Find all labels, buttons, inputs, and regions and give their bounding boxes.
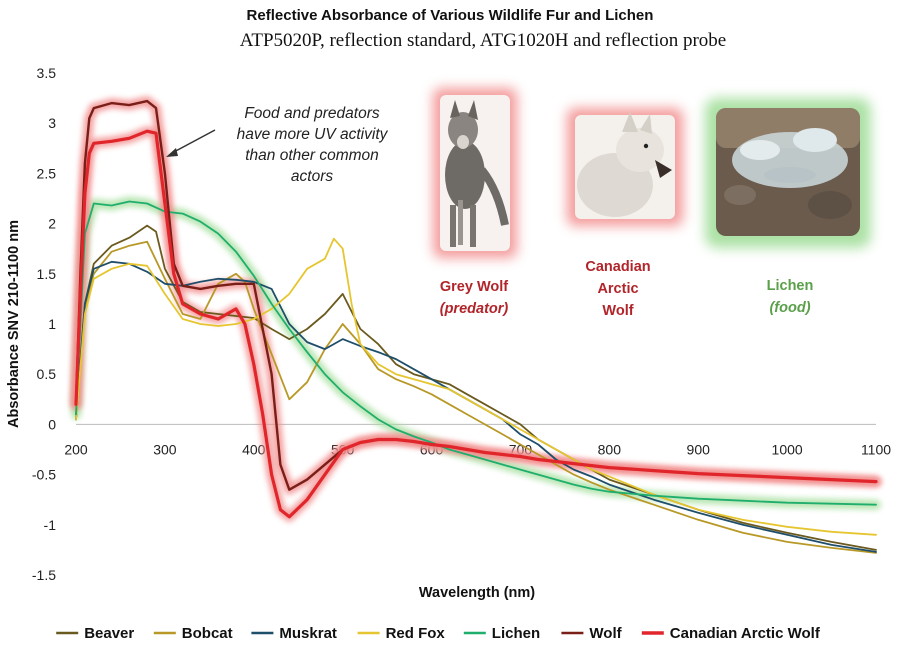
chart-title: Reflective Absorbance of Various Wildlif… — [247, 7, 654, 24]
series-lines — [74, 99, 878, 554]
legend-item-lichen: Lichen — [463, 625, 540, 642]
y-tick-label: -1.5 — [32, 567, 56, 583]
arctic-wolf-panel: Canadian Arctic Wolf — [567, 108, 683, 319]
annotation-line-1: Food and predators — [244, 105, 380, 122]
legend-label: Bobcat — [182, 625, 233, 642]
y-tick-label: 0.5 — [37, 366, 57, 382]
lichen-image — [716, 108, 860, 219]
y-tick-label: 2.5 — [37, 165, 57, 181]
arctic-wolf-label-3: Wolf — [602, 303, 633, 319]
y-tick-label: 1 — [48, 316, 56, 332]
x-tick-label: 1100 — [861, 441, 891, 457]
annotation: Food and predators have more UV activity… — [166, 105, 389, 185]
legend-label: Lichen — [492, 625, 540, 642]
y-axis-ticks: 3.5 3 2.5 2 1.5 1 0.5 0 -0.5 -1 -1.5 — [32, 65, 56, 583]
series-line-canadian-arctic-wolf — [74, 129, 878, 519]
legend-item-red-fox: Red Fox — [357, 625, 446, 642]
series-line-beaver — [75, 224, 877, 551]
legend-label: Muskrat — [279, 625, 337, 642]
legend-label: Beaver — [84, 625, 134, 642]
x-tick-label: 300 — [153, 441, 177, 457]
y-tick-label: 1.5 — [37, 266, 57, 282]
x-tick-label: 1000 — [772, 441, 803, 457]
arctic-wolf-label-1: Canadian — [585, 259, 650, 275]
grey-wolf-label: Grey Wolf — [440, 279, 508, 295]
annotation-arrow-head — [166, 148, 178, 157]
y-tick-label: 3 — [48, 115, 56, 131]
legend-item-beaver: Beaver — [56, 625, 134, 642]
y-tick-label: 2 — [48, 216, 56, 232]
x-axis-title: Wavelength (nm) — [419, 585, 535, 601]
x-tick-label: 200 — [64, 441, 88, 457]
legend-label: Wolf — [589, 625, 622, 642]
y-tick-label: 0 — [48, 416, 56, 432]
lichen-sublabel: (food) — [769, 300, 810, 316]
annotation-line-2: have more UV activity — [237, 126, 389, 143]
legend-label: Red Fox — [386, 625, 446, 642]
arctic-wolf-label-2: Arctic — [597, 281, 638, 297]
x-tick-label: 400 — [242, 441, 266, 457]
annotation-arrow-line — [171, 129, 216, 154]
x-tick-label: 900 — [687, 441, 711, 457]
lichen-panel: Lichen (food) — [705, 98, 871, 316]
x-tick-label: 800 — [598, 441, 622, 457]
legend-item-canadian-arctic-wolf: Canadian Arctic Wolf — [641, 625, 821, 642]
legend-label: Canadian Arctic Wolf — [670, 625, 821, 642]
y-axis-title: Absorbance SNV 210-1100 nm — [6, 220, 22, 428]
series-line-bobcat — [75, 240, 877, 554]
grey-wolf-sublabel: (predator) — [440, 301, 509, 317]
series-line-red-fox — [75, 237, 877, 536]
legend: Beaver Bobcat Muskrat Red Fox Lichen Wolf Cana… — [56, 625, 821, 642]
annotation-line-4: actors — [291, 168, 333, 185]
series-line-muskrat — [75, 260, 877, 553]
grey-wolf-panel: Grey Wolf (predator) — [433, 88, 517, 317]
arctic-wolf-image — [577, 112, 672, 217]
lichen-label: Lichen — [767, 278, 814, 294]
grey-wolf-image — [445, 100, 509, 247]
y-tick-label: -1 — [44, 517, 57, 533]
y-tick-label: -0.5 — [32, 467, 56, 483]
y-tick-label: 3.5 — [37, 65, 57, 81]
legend-item-muskrat: Muskrat — [251, 625, 337, 642]
legend-item-bobcat: Bobcat — [153, 625, 233, 642]
chart-subtitle: ATP5020P, reflection standard, ATG1020H … — [240, 30, 727, 51]
annotation-line-3: than other common — [245, 147, 379, 164]
legend-item-wolf: Wolf — [561, 625, 623, 642]
